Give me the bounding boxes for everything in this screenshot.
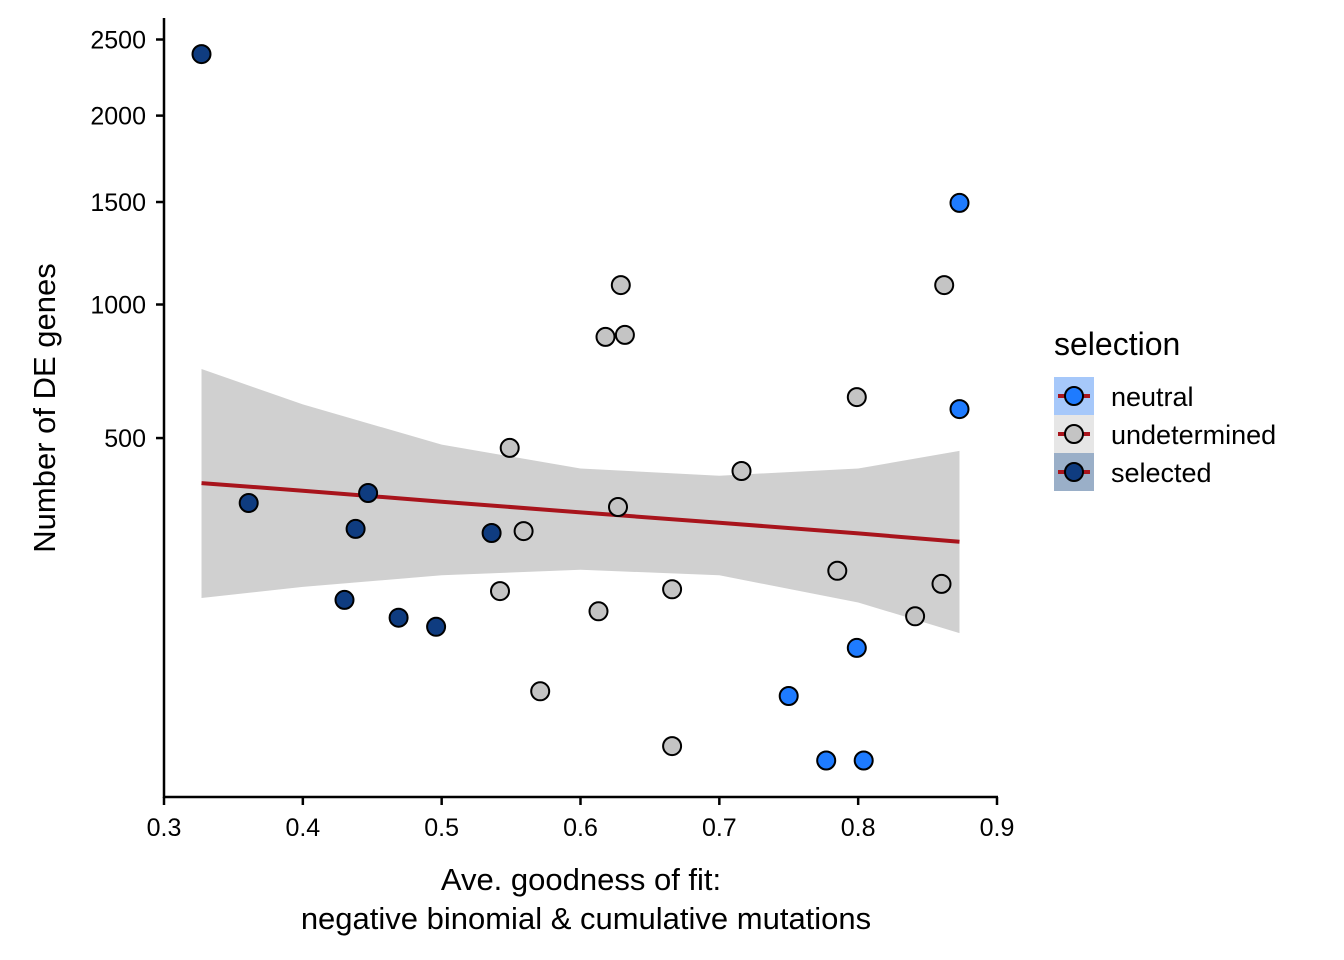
point-undetermined xyxy=(530,681,551,702)
legend-label: neutral xyxy=(1111,382,1194,412)
point-neutral xyxy=(846,637,867,658)
x-axis-ticks: 0.3 0.4 0.5 0.6 0.7 0.8 0.9 xyxy=(147,797,1015,842)
legend-item-neutral: neutral xyxy=(1054,377,1194,415)
point-undetermined xyxy=(905,606,926,627)
y-tick-label: 1000 xyxy=(90,291,146,319)
point-undetermined xyxy=(731,461,752,481)
x-tick-label: 0.5 xyxy=(424,814,459,842)
confidence-band xyxy=(201,369,960,634)
y-tick-label: 500 xyxy=(104,425,146,453)
legend-key-point xyxy=(1064,424,1084,444)
x-tick-label: 0.8 xyxy=(841,814,876,842)
point-selected xyxy=(426,616,447,637)
legend-key-point xyxy=(1064,462,1084,482)
x-tick-label: 0.9 xyxy=(980,814,1015,842)
x-tick-label: 0.3 xyxy=(147,814,182,842)
point-neutral xyxy=(816,750,837,771)
point-undetermined xyxy=(499,437,520,458)
point-undetermined xyxy=(662,579,683,600)
point-undetermined xyxy=(595,326,616,347)
legend-label: selected xyxy=(1111,458,1212,488)
point-undetermined xyxy=(490,581,510,602)
legend-item-selected: selected xyxy=(1054,453,1212,491)
point-undetermined xyxy=(614,324,635,345)
point-neutral xyxy=(853,750,874,771)
point-undetermined xyxy=(934,275,955,296)
regression-line xyxy=(201,481,960,544)
confidence-band-layer xyxy=(201,369,960,634)
x-tick-label: 0.4 xyxy=(285,814,320,842)
legend-item-undetermined: undetermined xyxy=(1054,415,1276,453)
point-neutral xyxy=(949,192,970,213)
point-selected xyxy=(358,483,379,503)
point-selected xyxy=(191,44,212,65)
x-tick-label: 0.6 xyxy=(563,814,598,842)
point-selected xyxy=(481,523,502,543)
point-selected xyxy=(334,589,355,610)
y-tick-label: 1500 xyxy=(90,189,146,217)
y-axis-title: Number of DE genes xyxy=(27,263,62,552)
x-axis-title-line-1: Ave. goodness of fit: xyxy=(441,862,721,897)
point-undetermined xyxy=(608,497,628,517)
regression-line-layer xyxy=(201,481,960,544)
point-neutral xyxy=(778,686,799,706)
point-undetermined xyxy=(931,573,952,594)
point-undetermined xyxy=(846,387,867,408)
point-undetermined xyxy=(588,601,609,622)
y-axis-ticks: 500 1000 1500 2000 2500 xyxy=(90,27,164,453)
y-tick-label: 2500 xyxy=(90,27,146,55)
point-selected xyxy=(388,607,409,628)
x-tick-label: 0.7 xyxy=(702,814,737,842)
point-undetermined xyxy=(827,560,848,581)
legend-label: undetermined xyxy=(1111,420,1276,450)
y-tick-label: 2000 xyxy=(90,103,146,131)
point-selected xyxy=(238,493,259,513)
point-undetermined xyxy=(610,275,631,296)
legend-title: selection xyxy=(1054,326,1180,362)
points-layer xyxy=(191,44,970,771)
point-undetermined xyxy=(662,736,683,757)
legend: selection neutral undetermined selected xyxy=(1054,326,1276,491)
x-axis-title-line-2: negative binomial & cumulative mutations xyxy=(301,901,871,936)
point-neutral xyxy=(949,399,970,420)
point-selected xyxy=(345,518,366,539)
point-undetermined xyxy=(513,521,534,542)
legend-key-point xyxy=(1064,386,1084,406)
